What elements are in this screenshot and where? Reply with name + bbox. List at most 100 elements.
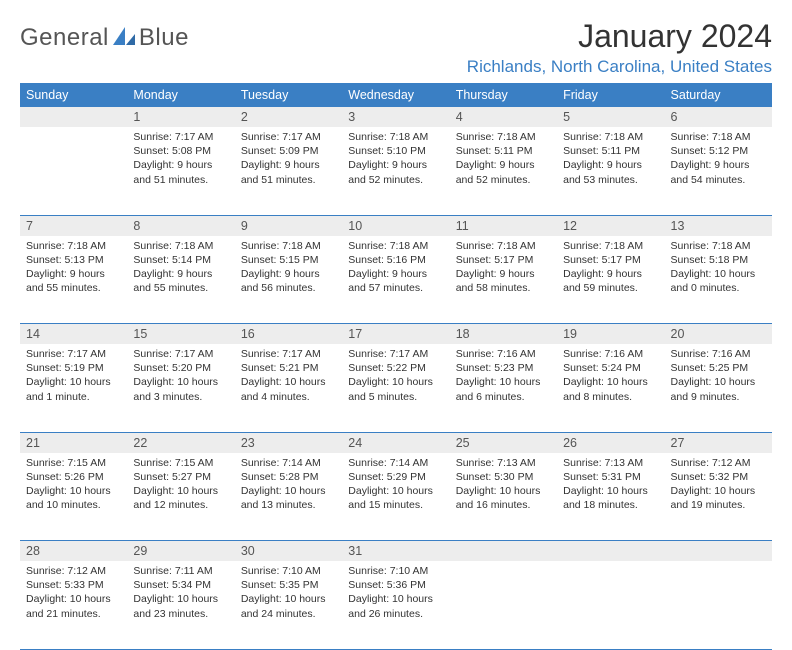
day-details: Sunrise: 7:14 AMSunset: 5:29 PMDaylight:… xyxy=(342,453,449,519)
sunset-text: Sunset: 5:20 PM xyxy=(133,361,228,375)
day-header: Saturday xyxy=(665,83,772,107)
day-cell: Sunrise: 7:17 AMSunset: 5:21 PMDaylight:… xyxy=(235,344,342,432)
day-details: Sunrise: 7:18 AMSunset: 5:10 PMDaylight:… xyxy=(342,127,449,193)
day-number: 14 xyxy=(20,324,127,345)
sunrise-text: Sunrise: 7:16 AM xyxy=(456,347,551,361)
daylight-text: Daylight: 10 hours and 9 minutes. xyxy=(671,375,766,403)
daylight-text: Daylight: 9 hours and 58 minutes. xyxy=(456,267,551,295)
sunrise-text: Sunrise: 7:15 AM xyxy=(26,456,121,470)
day-number: 20 xyxy=(665,324,772,345)
day-details: Sunrise: 7:17 AMSunset: 5:08 PMDaylight:… xyxy=(127,127,234,193)
sunrise-text: Sunrise: 7:18 AM xyxy=(26,239,121,253)
sunrise-text: Sunrise: 7:10 AM xyxy=(348,564,443,578)
sunrise-text: Sunrise: 7:13 AM xyxy=(456,456,551,470)
day-details: Sunrise: 7:17 AMSunset: 5:22 PMDaylight:… xyxy=(342,344,449,410)
day-number: 4 xyxy=(450,107,557,127)
day-number-row: 14151617181920 xyxy=(20,324,772,345)
sunrise-text: Sunrise: 7:16 AM xyxy=(671,347,766,361)
calendar-table: Sunday Monday Tuesday Wednesday Thursday… xyxy=(20,83,772,650)
sunrise-text: Sunrise: 7:17 AM xyxy=(133,130,228,144)
sunset-text: Sunset: 5:15 PM xyxy=(241,253,336,267)
day-details: Sunrise: 7:13 AMSunset: 5:31 PMDaylight:… xyxy=(557,453,664,519)
day-details: Sunrise: 7:18 AMSunset: 5:13 PMDaylight:… xyxy=(20,236,127,302)
day-number: 12 xyxy=(557,215,664,236)
day-cell: Sunrise: 7:18 AMSunset: 5:13 PMDaylight:… xyxy=(20,236,127,324)
sunset-text: Sunset: 5:35 PM xyxy=(241,578,336,592)
sunrise-text: Sunrise: 7:18 AM xyxy=(456,239,551,253)
daylight-text: Daylight: 9 hours and 55 minutes. xyxy=(26,267,121,295)
day-cell: Sunrise: 7:14 AMSunset: 5:29 PMDaylight:… xyxy=(342,453,449,541)
day-details: Sunrise: 7:17 AMSunset: 5:21 PMDaylight:… xyxy=(235,344,342,410)
sunset-text: Sunset: 5:31 PM xyxy=(563,470,658,484)
sunset-text: Sunset: 5:30 PM xyxy=(456,470,551,484)
day-cell xyxy=(557,561,664,649)
sunset-text: Sunset: 5:18 PM xyxy=(671,253,766,267)
day-cell: Sunrise: 7:17 AMSunset: 5:20 PMDaylight:… xyxy=(127,344,234,432)
day-cell: Sunrise: 7:13 AMSunset: 5:30 PMDaylight:… xyxy=(450,453,557,541)
day-details: Sunrise: 7:13 AMSunset: 5:30 PMDaylight:… xyxy=(450,453,557,519)
daylight-text: Daylight: 10 hours and 10 minutes. xyxy=(26,484,121,512)
sunset-text: Sunset: 5:14 PM xyxy=(133,253,228,267)
day-cell: Sunrise: 7:18 AMSunset: 5:11 PMDaylight:… xyxy=(450,127,557,215)
day-cell: Sunrise: 7:17 AMSunset: 5:19 PMDaylight:… xyxy=(20,344,127,432)
day-cell: Sunrise: 7:15 AMSunset: 5:27 PMDaylight:… xyxy=(127,453,234,541)
day-number: 31 xyxy=(342,541,449,562)
day-cell: Sunrise: 7:18 AMSunset: 5:15 PMDaylight:… xyxy=(235,236,342,324)
day-number: 28 xyxy=(20,541,127,562)
sunset-text: Sunset: 5:10 PM xyxy=(348,144,443,158)
daylight-text: Daylight: 9 hours and 51 minutes. xyxy=(241,158,336,186)
sunrise-text: Sunrise: 7:17 AM xyxy=(348,347,443,361)
day-number: 1 xyxy=(127,107,234,127)
day-details: Sunrise: 7:18 AMSunset: 5:17 PMDaylight:… xyxy=(557,236,664,302)
sunrise-text: Sunrise: 7:11 AM xyxy=(133,564,228,578)
sunset-text: Sunset: 5:22 PM xyxy=(348,361,443,375)
day-details: Sunrise: 7:18 AMSunset: 5:15 PMDaylight:… xyxy=(235,236,342,302)
daylight-text: Daylight: 10 hours and 1 minute. xyxy=(26,375,121,403)
day-number xyxy=(450,541,557,562)
day-number: 29 xyxy=(127,541,234,562)
sunset-text: Sunset: 5:33 PM xyxy=(26,578,121,592)
page-header: General Blue January 2024 Richlands, Nor… xyxy=(20,18,772,77)
daylight-text: Daylight: 10 hours and 4 minutes. xyxy=(241,375,336,403)
sunrise-text: Sunrise: 7:15 AM xyxy=(133,456,228,470)
day-cell: Sunrise: 7:17 AMSunset: 5:08 PMDaylight:… xyxy=(127,127,234,215)
day-content-row: Sunrise: 7:15 AMSunset: 5:26 PMDaylight:… xyxy=(20,453,772,541)
daylight-text: Daylight: 10 hours and 3 minutes. xyxy=(133,375,228,403)
sunset-text: Sunset: 5:13 PM xyxy=(26,253,121,267)
sunset-text: Sunset: 5:21 PM xyxy=(241,361,336,375)
day-details: Sunrise: 7:17 AMSunset: 5:19 PMDaylight:… xyxy=(20,344,127,410)
day-cell: Sunrise: 7:10 AMSunset: 5:36 PMDaylight:… xyxy=(342,561,449,649)
day-number: 6 xyxy=(665,107,772,127)
sunset-text: Sunset: 5:09 PM xyxy=(241,144,336,158)
sunset-text: Sunset: 5:27 PM xyxy=(133,470,228,484)
day-cell: Sunrise: 7:18 AMSunset: 5:18 PMDaylight:… xyxy=(665,236,772,324)
day-details: Sunrise: 7:12 AMSunset: 5:32 PMDaylight:… xyxy=(665,453,772,519)
day-number xyxy=(665,541,772,562)
brand-logo: General Blue xyxy=(20,24,189,52)
day-cell: Sunrise: 7:18 AMSunset: 5:16 PMDaylight:… xyxy=(342,236,449,324)
day-content-row: Sunrise: 7:12 AMSunset: 5:33 PMDaylight:… xyxy=(20,561,772,649)
day-details: Sunrise: 7:11 AMSunset: 5:34 PMDaylight:… xyxy=(127,561,234,627)
day-cell: Sunrise: 7:17 AMSunset: 5:22 PMDaylight:… xyxy=(342,344,449,432)
daylight-text: Daylight: 9 hours and 56 minutes. xyxy=(241,267,336,295)
day-number: 30 xyxy=(235,541,342,562)
sunrise-text: Sunrise: 7:18 AM xyxy=(456,130,551,144)
location-text: Richlands, North Carolina, United States xyxy=(467,57,772,77)
sunrise-text: Sunrise: 7:18 AM xyxy=(563,130,658,144)
day-header: Tuesday xyxy=(235,83,342,107)
day-cell: Sunrise: 7:18 AMSunset: 5:11 PMDaylight:… xyxy=(557,127,664,215)
day-cell: Sunrise: 7:17 AMSunset: 5:09 PMDaylight:… xyxy=(235,127,342,215)
day-number: 26 xyxy=(557,432,664,453)
sunset-text: Sunset: 5:34 PM xyxy=(133,578,228,592)
day-number: 21 xyxy=(20,432,127,453)
brand-word2: Blue xyxy=(139,24,189,52)
daylight-text: Daylight: 9 hours and 54 minutes. xyxy=(671,158,766,186)
sunset-text: Sunset: 5:19 PM xyxy=(26,361,121,375)
day-cell: Sunrise: 7:13 AMSunset: 5:31 PMDaylight:… xyxy=(557,453,664,541)
sunset-text: Sunset: 5:24 PM xyxy=(563,361,658,375)
day-cell: Sunrise: 7:15 AMSunset: 5:26 PMDaylight:… xyxy=(20,453,127,541)
day-details: Sunrise: 7:16 AMSunset: 5:23 PMDaylight:… xyxy=(450,344,557,410)
sunset-text: Sunset: 5:12 PM xyxy=(671,144,766,158)
daylight-text: Daylight: 10 hours and 23 minutes. xyxy=(133,592,228,620)
day-number: 19 xyxy=(557,324,664,345)
